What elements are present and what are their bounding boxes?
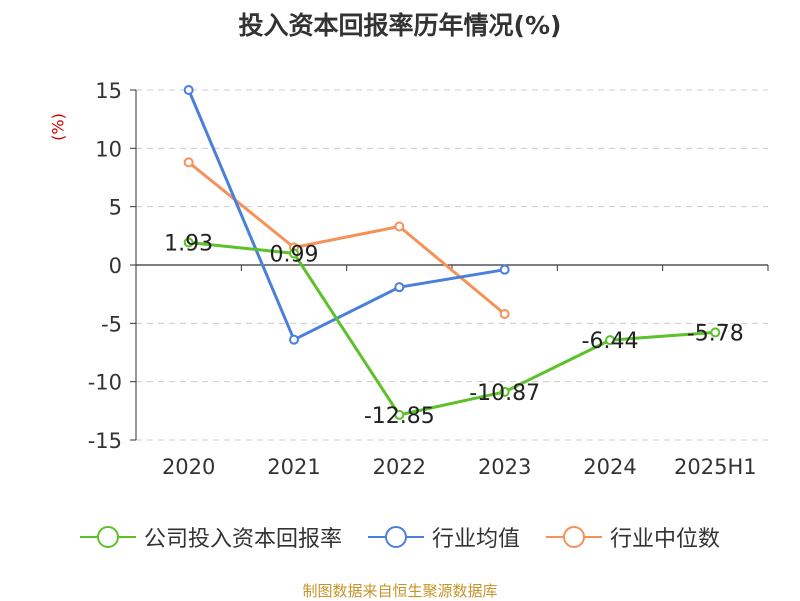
- y-tick-label: 0: [109, 254, 122, 278]
- data-label: -6.44: [582, 329, 639, 354]
- series-line: [187, 89, 505, 342]
- x-tick-label: 2024: [583, 455, 636, 479]
- data-point: [394, 282, 405, 293]
- data-point: [499, 386, 510, 397]
- data-point: [499, 309, 510, 319]
- x-tick-label: 2020: [162, 455, 215, 479]
- y-tick-label: -15: [88, 429, 122, 453]
- data-point: [183, 157, 194, 168]
- legend-marker-icon: [546, 525, 602, 549]
- y-tick-label: 15: [95, 79, 122, 103]
- x-tick-label: 2025H1: [674, 455, 757, 479]
- legend-marker-icon: [367, 525, 424, 549]
- series-line: [187, 161, 506, 316]
- y-tick-label: -10: [88, 371, 122, 395]
- legend-item[interactable]: 行业均值: [367, 521, 520, 553]
- y-tick-label: -5: [101, 312, 122, 336]
- legend-item[interactable]: 公司投入资本回报率: [79, 521, 342, 553]
- legend-label: 行业中位数: [610, 527, 721, 552]
- x-tick-label: 2021: [267, 455, 320, 479]
- y-tick-label: 5: [109, 196, 122, 220]
- data-point: [710, 327, 721, 338]
- data-label: -10.87: [469, 381, 540, 406]
- legend-label: 公司投入资本回报率: [143, 527, 342, 552]
- source-note: 制图数据来自恒生聚源数据库: [302, 582, 498, 600]
- data-labels: 1.93 0.99 -12.85 -10.87 -6.44 -5.78: [164, 231, 744, 428]
- axes: 15 10 5 0 -5 -10 -15 2020 2021 2022 2023 2024 2025H1: [88, 79, 769, 479]
- chart-title: 投入资本回报率历年情况(%): [238, 11, 562, 40]
- series-line: [188, 241, 716, 417]
- x-tick-label: 2023: [478, 455, 531, 479]
- data-point: [499, 264, 510, 275]
- y-tick-label: 10: [95, 137, 122, 161]
- data-point: [183, 85, 194, 95]
- data-label: 1.93: [164, 231, 213, 256]
- data-point: [289, 334, 299, 345]
- legend-marker-icon: [79, 525, 136, 549]
- data-label: 0.99: [270, 242, 319, 267]
- legend-label: 行业均值: [431, 527, 520, 552]
- data-label: -5.78: [687, 321, 744, 346]
- legend-item[interactable]: 行业中位数: [546, 521, 720, 553]
- x-tick-label: 2022: [373, 455, 426, 479]
- data-point: [394, 221, 405, 232]
- data-label: -12.85: [364, 404, 435, 429]
- data-point: [394, 409, 405, 420]
- legend: 公司投入资本回报率 行业均值 行业中位数: [0, 520, 800, 554]
- data-point: [605, 335, 615, 346]
- data-point: [289, 248, 299, 259]
- data-point: [183, 237, 194, 248]
- series-lines: [183, 85, 721, 420]
